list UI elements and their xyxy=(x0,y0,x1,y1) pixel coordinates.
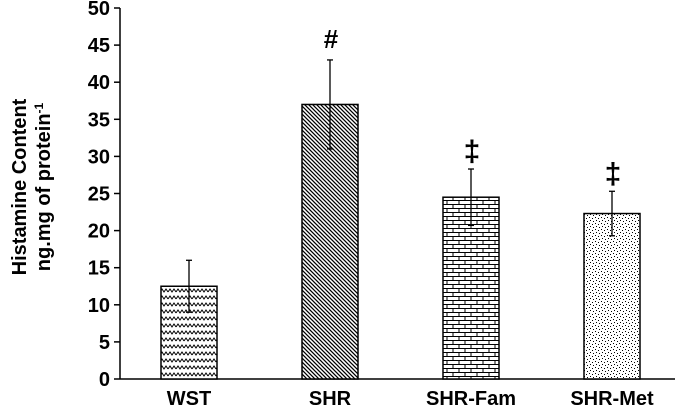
significance-marker: ‡ xyxy=(605,157,622,190)
y-tick-label: 50 xyxy=(88,0,110,20)
x-category-label: SHR xyxy=(309,388,352,410)
y-axis-title-line2: ng.mg of protein-1 xyxy=(32,102,55,271)
y-axis-title-unit-sup: -1 xyxy=(32,102,46,113)
x-category-label: SHR-Met xyxy=(570,388,654,410)
y-tick-label: 20 xyxy=(88,221,110,243)
bar-wst xyxy=(160,285,218,380)
y-tick-label: 10 xyxy=(88,295,110,317)
y-tick-label: 40 xyxy=(88,72,110,94)
y-axis-title-line1: Histamine Content xyxy=(9,98,31,275)
y-tick-label: 15 xyxy=(88,258,110,280)
y-axis-title-unit: ng.mg of protein xyxy=(33,113,55,271)
y-tick-label: 30 xyxy=(88,146,110,168)
bar-shr xyxy=(301,103,359,380)
y-tick-label: 25 xyxy=(88,184,110,206)
y-tick-label: 0 xyxy=(99,369,110,391)
y-tick-label: 5 xyxy=(99,332,110,354)
bar-shr-met xyxy=(583,212,641,380)
y-tick-label: 35 xyxy=(88,109,110,131)
y-tick-label: 45 xyxy=(88,35,110,57)
x-category-label: WST xyxy=(167,388,211,410)
significance-marker: # xyxy=(324,24,339,54)
bar-shr-fam xyxy=(442,196,500,380)
x-category-label: SHR-Fam xyxy=(426,388,516,410)
significance-marker: ‡ xyxy=(464,135,481,168)
plot-area: 0 5 10 15 20 25 30 35 40 45 50 WST SHR # SHR-Fam ‡ SHR-M… xyxy=(88,0,675,410)
